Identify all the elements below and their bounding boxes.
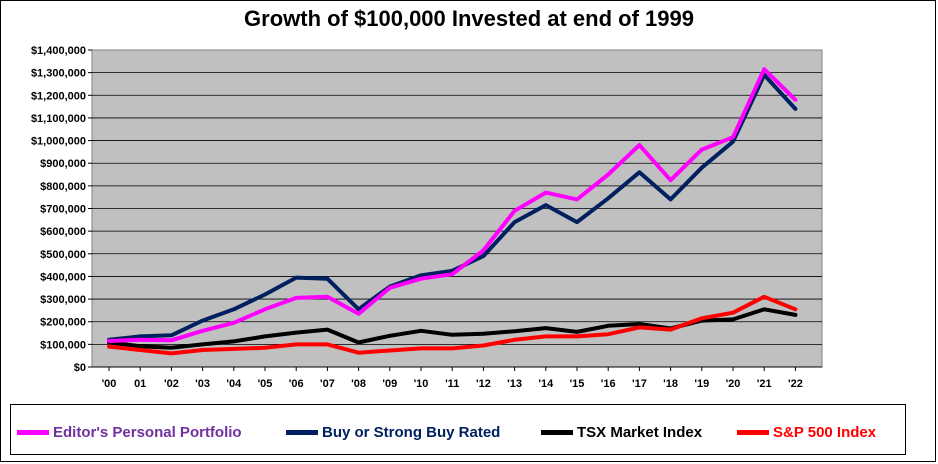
legend-swatch-sp500: [737, 429, 769, 435]
x-tick-label: 01: [134, 378, 146, 390]
y-tick-label: $1,300,000: [31, 68, 86, 80]
x-tick-label: '07: [320, 378, 335, 390]
y-axis: $0 $100,000 $200,000 $300,000 $400,000 $500,0…: [31, 45, 92, 374]
legend-label-tsx: TSX Market Index: [577, 423, 703, 441]
x-tick-label: '00: [102, 378, 117, 390]
y-tick-label: $400,000: [40, 271, 86, 283]
legend: Editor's Personal Portfolio Buy or Stron…: [10, 404, 906, 455]
y-tick-label: $800,000: [40, 181, 86, 193]
x-tick-label: '17: [632, 378, 647, 390]
x-tick-label: '03: [195, 378, 210, 390]
legend-item-editors-portfolio: Editor's Personal Portfolio: [17, 422, 242, 442]
x-tick-label: '06: [289, 378, 304, 390]
x-axis: '00 01 '02 '03 '04 '05 '06 '07 '08 '09 '10 '11 '12 '1…: [92, 366, 822, 390]
x-tick-label: '18: [663, 378, 678, 390]
x-tick-label: '15: [570, 378, 585, 390]
y-tick-label: $500,000: [40, 249, 86, 261]
legend-swatch-editors-portfolio: [17, 429, 49, 435]
y-tick-label: $300,000: [40, 294, 86, 306]
y-tick-label: $1,200,000: [31, 90, 86, 102]
x-tick-label: '02: [164, 378, 179, 390]
y-tick-label: $1,400,000: [31, 45, 86, 57]
x-tick-label: '21: [757, 378, 772, 390]
legend-item-sp500: S&P 500 Index: [737, 422, 876, 442]
x-tick-label: '11: [445, 378, 459, 390]
x-tick-label: '13: [507, 378, 522, 390]
y-tick-label: $1,000,000: [31, 136, 86, 148]
legend-swatch-buy-rated: [286, 429, 318, 435]
x-tick-label: '19: [694, 378, 709, 390]
y-tick-label: $200,000: [40, 317, 86, 329]
y-tick-label: $0: [74, 362, 86, 374]
y-tick-label: $600,000: [40, 226, 86, 238]
x-tick-label: '09: [382, 378, 397, 390]
y-tick-label: $700,000: [40, 204, 86, 216]
x-tick-label: '16: [601, 378, 616, 390]
legend-label-editors-portfolio: Editor's Personal Portfolio: [53, 423, 242, 441]
legend-item-tsx: TSX Market Index: [541, 422, 702, 442]
x-tick-label: '22: [788, 378, 803, 390]
series-line-editors-portfolio: [107, 67, 798, 343]
x-tick-label: '14: [538, 378, 554, 390]
y-tick-label: $1,100,000: [31, 113, 86, 125]
legend-label-buy-rated: Buy or Strong Buy Rated: [322, 423, 501, 441]
y-tick-label: $900,000: [40, 158, 86, 170]
series-line-sp500: [107, 294, 798, 356]
legend-label-sp500: S&P 500 Index: [773, 423, 877, 441]
series-line-buy-rated: [107, 72, 798, 342]
legend-swatch-tsx: [541, 429, 573, 435]
legend-item-buy-rated: Buy or Strong Buy Rated: [286, 422, 500, 442]
x-tick-label: '12: [476, 378, 491, 390]
x-tick-label: '20: [726, 378, 741, 390]
x-tick-label: '08: [351, 378, 366, 390]
gridlines: [92, 72, 822, 345]
x-tick-label: '05: [258, 378, 273, 390]
y-tick-label: $100,000: [40, 339, 86, 351]
x-tick-label: '04: [226, 378, 242, 390]
series-lines: [107, 67, 798, 356]
x-tick-label: '10: [414, 378, 429, 390]
chart-title: Growth of $100,000 Invested at end of 19…: [244, 6, 694, 31]
